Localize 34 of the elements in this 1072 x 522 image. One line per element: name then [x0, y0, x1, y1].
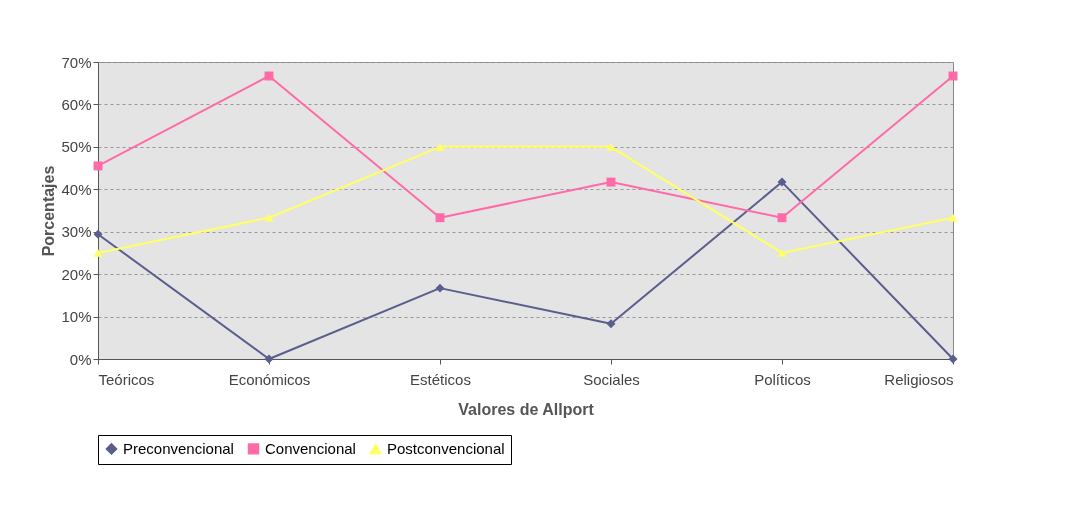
x-tick-label: Sociales [583, 370, 640, 388]
point [93, 249, 103, 257]
y-tick-label: 60% [61, 95, 92, 113]
x-tick-label: Políticos [754, 370, 811, 388]
x-tick-label: Teóricos [98, 370, 155, 388]
y-tick-label: 30% [61, 223, 92, 241]
point [435, 283, 445, 293]
legend-label: Postconvencional [387, 440, 505, 458]
legend-label: Preconvencional [123, 439, 234, 457]
point [93, 229, 103, 239]
y-tick-label: 0% [69, 350, 92, 368]
x-tick-label: Religiosos [884, 370, 954, 388]
point [606, 142, 616, 151]
x-axis-title: Valores de Allport [458, 400, 595, 418]
point [435, 213, 445, 223]
y-tick-label: 50% [61, 138, 92, 156]
point [948, 213, 958, 222]
y-tick-label: 70% [61, 53, 92, 71]
y-axis-title: Porcentajes [40, 165, 58, 257]
point [777, 249, 787, 257]
point [777, 213, 787, 223]
point [606, 319, 616, 329]
y-tick-label: 10% [61, 308, 92, 326]
point [264, 213, 274, 222]
legend-label: Convencional [265, 439, 356, 457]
point [606, 177, 616, 187]
point [435, 142, 445, 151]
y-tick-label: 40% [61, 180, 92, 198]
x-tick-label: Económicos [228, 370, 311, 388]
point [264, 354, 274, 364]
point [93, 161, 103, 171]
x-tick-label: Estéticos [410, 370, 471, 388]
point [777, 177, 787, 187]
y-tick-label: 20% [61, 265, 92, 283]
